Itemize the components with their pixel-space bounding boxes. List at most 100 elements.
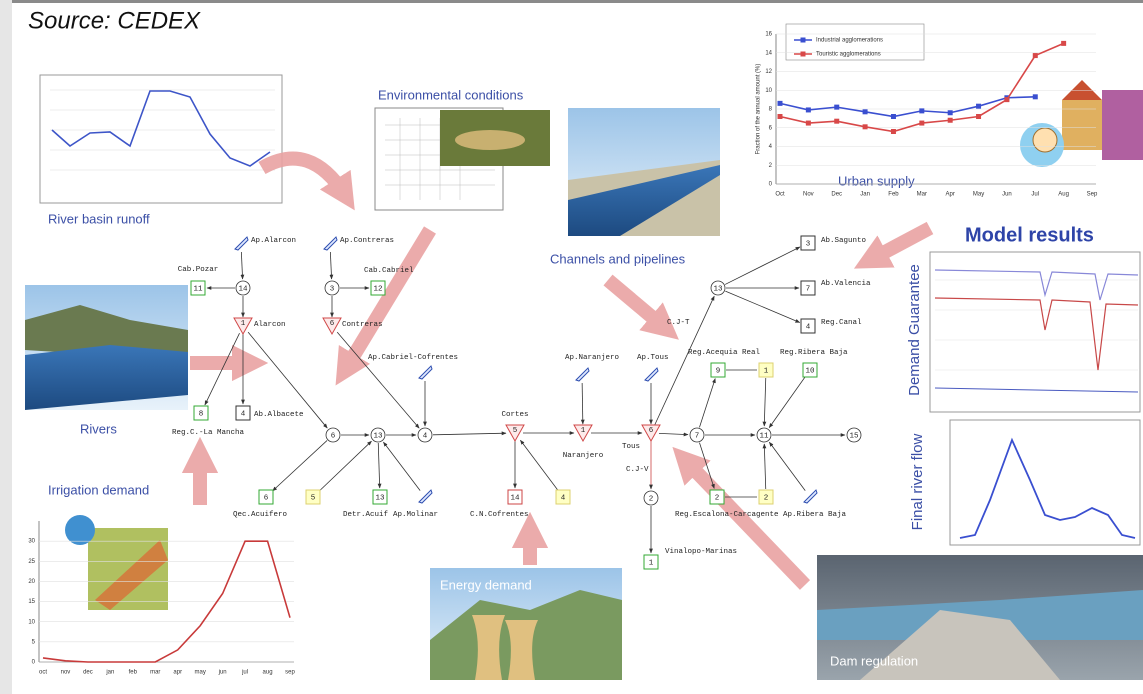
node-label: Ap.Naranjero (565, 354, 620, 362)
edge (272, 440, 328, 492)
junction (324, 280, 340, 296)
edge (653, 295, 715, 426)
x-tick-label: feb (129, 670, 138, 676)
node-number: 9 (716, 367, 721, 375)
node-number: 6 (649, 427, 654, 435)
x-tick-label: mar (150, 670, 160, 676)
y-axis-label: Fraction of the annual amount (%) (756, 64, 762, 155)
node-number: 12 (373, 285, 382, 293)
y-tick-label: 30 (28, 539, 35, 545)
edge (240, 251, 245, 280)
node-number: 13 (375, 494, 385, 502)
node-label: Cab.Cabriel (364, 267, 414, 275)
x-tick-label: Apr (946, 192, 955, 198)
x-tick-label: apr (173, 670, 182, 676)
node-label: Cortes (501, 411, 528, 419)
point (805, 120, 811, 126)
y-tick-label: 25 (28, 559, 35, 565)
edge (383, 441, 421, 491)
reservoir (505, 424, 525, 443)
edge (520, 439, 559, 491)
node-label: Ap.Ribera Baja (783, 511, 847, 519)
edge (432, 431, 507, 436)
reservoir (233, 317, 253, 336)
edge (247, 331, 328, 429)
x-tick-label: Feb (888, 192, 899, 198)
rivers-label: Rivers (80, 421, 117, 436)
node-number: 4 (806, 323, 811, 331)
top-border (0, 0, 1143, 3)
point (834, 118, 840, 124)
demand-box (193, 405, 209, 421)
y-tick-label: 15 (28, 599, 35, 605)
point (976, 114, 982, 119)
y-tick-label: 12 (765, 69, 772, 75)
edge (658, 432, 689, 437)
y-tick-label: 10 (28, 619, 35, 625)
demand-guarantee-chart (929, 251, 1141, 413)
x-tick-label: dec (83, 670, 93, 676)
junction (643, 490, 659, 506)
point (1004, 97, 1010, 103)
node-label: Ab.Valencia (821, 280, 871, 288)
demand-box (507, 489, 523, 505)
x-tick-label: Mar (917, 192, 927, 198)
edge (768, 376, 806, 429)
node-label: Qec.Acuifero (233, 511, 288, 519)
node-label: Detr.Acuif (343, 511, 389, 519)
intake-icon (323, 236, 338, 251)
x-tick-label: Oct (775, 192, 785, 198)
node-label: Reg.Canal (821, 319, 862, 327)
node-number: 2 (764, 494, 769, 502)
node-number: 2 (715, 494, 720, 502)
river-photo (25, 285, 188, 410)
series-line (42, 540, 291, 663)
reservoir (573, 424, 593, 443)
reservoir (322, 317, 342, 336)
legend-label: Touristic agglomerations (816, 52, 881, 58)
x-tick-label: Jan (860, 192, 870, 198)
intake-icon (418, 365, 433, 380)
node-label: C.J-V (626, 466, 649, 474)
x-tick-label: Aug (1058, 192, 1069, 198)
node-label: Alarcon (254, 321, 286, 329)
irrigation-cartoon (65, 515, 168, 610)
node-number: 1 (241, 320, 246, 328)
legend-label: Industrial agglomerations (816, 38, 883, 44)
point (1061, 40, 1067, 46)
big-arrows (181, 151, 934, 590)
channels-label: Channels and pipelines (550, 251, 686, 266)
point (834, 104, 840, 110)
node-label: C.J-T (667, 319, 690, 327)
demand-box (710, 362, 726, 378)
node-label: Ap.Alarcon (251, 237, 296, 245)
edge (762, 377, 767, 427)
tourist-cartoon (1020, 80, 1143, 167)
y-tick-label: 5 (32, 639, 36, 645)
node-label: Reg.Acequia Real (688, 349, 761, 357)
node-label: Reg.C.-La Mancha (172, 429, 245, 437)
legend-marker (800, 37, 806, 43)
channel-photo (568, 108, 720, 236)
legend-marker (800, 51, 806, 57)
y-tick-label: 20 (28, 579, 35, 585)
x-tick-label: jun (218, 670, 227, 676)
node-number: 1 (764, 367, 769, 375)
final-flow-label: Final river flow (909, 433, 926, 530)
edge (318, 440, 372, 492)
node-number: 13 (713, 285, 723, 293)
point (777, 114, 783, 119)
demand-box (372, 489, 388, 505)
edge (580, 382, 585, 425)
edge (204, 333, 240, 406)
node-number: 4 (561, 494, 566, 502)
node-number: 6 (330, 320, 335, 328)
network: 14 3Ap.Alarcon Ap.Contreras11Cab.Pozar12Ca… (172, 235, 871, 570)
point (1032, 53, 1038, 59)
x-tick-label: nov (61, 670, 71, 676)
demand-box (258, 489, 274, 505)
source: Source: CEDEX (28, 7, 201, 34)
node-number: 5 (311, 494, 316, 502)
